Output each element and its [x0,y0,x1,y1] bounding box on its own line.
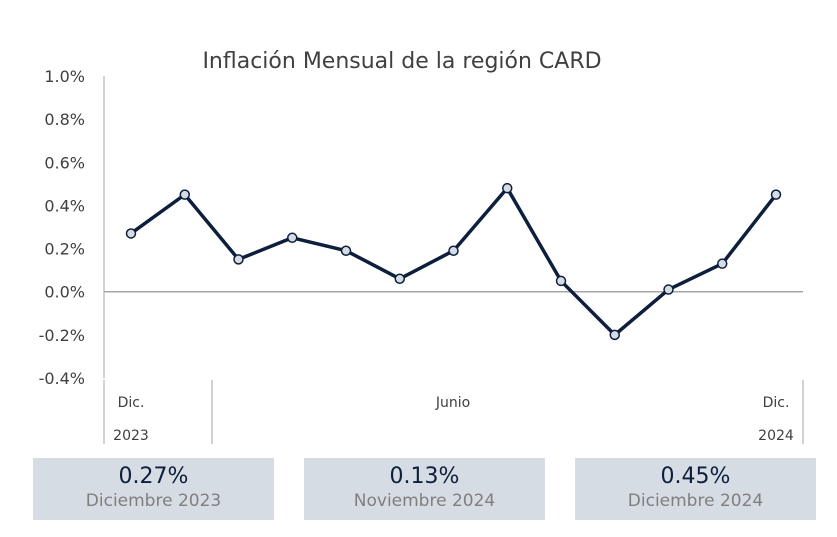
summary-card: 0.13% Noviembre 2024 [304,458,545,520]
data-point [448,245,459,256]
x-label-month: Dic. [118,395,145,411]
inflation-line-chart: Inflación Mensual de la región CARD 1.0%… [39,49,804,444]
series-layer [125,182,782,341]
data-point [717,258,728,269]
data-point [609,329,620,341]
card-label: Noviembre 2024 [353,491,496,511]
data-point [179,189,190,200]
data-point [287,232,298,244]
data-point [502,182,513,194]
data-point [394,273,405,285]
summary-card: 0.45% Diciembre 2024 [575,458,816,520]
summary-card: 0.27% Diciembre 2023 [33,458,274,520]
y-tick-label: 0.8% [44,110,85,129]
x-label-month: Dic. [763,395,790,411]
data-point [555,275,567,287]
data-point [233,254,244,265]
y-axis-tick-labels: 1.0% 0.8% 0.6% 0.4% 0.2% 0.0% -0.2% -0.4% [39,67,85,388]
card-value: 0.27% [118,464,189,489]
data-point [770,189,782,200]
card-label: Diciembre 2023 [85,491,222,511]
x-label-year: 2023 [113,428,149,444]
summary-cards: 0.27% Diciembre 2023 0.13% Noviembre 202… [33,458,817,520]
y-tick-label: 0.4% [44,196,85,215]
series-line [129,186,778,337]
data-point [125,228,137,239]
card-value: 0.13% [389,464,460,489]
y-tick-label: -0.2% [39,326,85,345]
y-tick-label: 1.0% [44,67,85,86]
x-label-year: 2024 [758,428,794,444]
y-tick-label: 0.6% [44,153,85,172]
card-value: 0.45% [660,464,731,489]
x-label-month: Junio [435,395,470,411]
y-tick-label: 0.0% [44,283,85,302]
y-tick-label: 0.2% [44,240,85,259]
y-tick-label: -0.4% [39,369,85,388]
card-label: Diciembre 2024 [627,491,764,511]
data-point [340,245,352,256]
chart-title: Inflación Mensual de la región CARD [202,49,601,74]
data-point [663,284,674,295]
